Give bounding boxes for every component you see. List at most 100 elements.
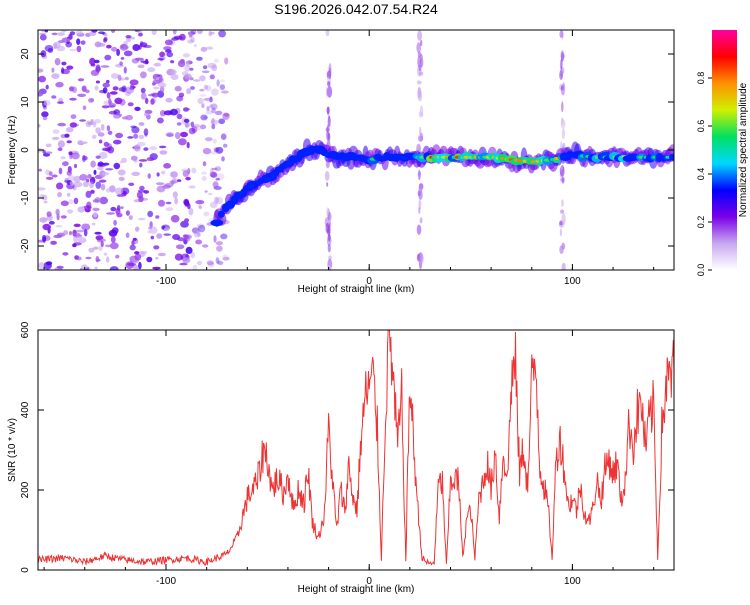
noise-blob bbox=[41, 111, 49, 118]
noise-blob bbox=[69, 122, 78, 128]
noise-blob bbox=[39, 217, 48, 223]
noise-blob bbox=[186, 88, 192, 95]
noise-blob bbox=[201, 103, 205, 108]
noise-blob bbox=[61, 37, 70, 43]
noise-blob bbox=[91, 134, 97, 139]
noise-blob bbox=[133, 144, 141, 152]
noise-blob bbox=[183, 198, 190, 206]
x-tick-label: -100 bbox=[156, 276, 176, 287]
noise-blob bbox=[90, 189, 95, 194]
noise-blob bbox=[221, 156, 225, 162]
noise-blob bbox=[123, 50, 133, 57]
noise-blob bbox=[92, 246, 99, 250]
noise-blob bbox=[119, 43, 129, 51]
noise-blob bbox=[70, 114, 77, 119]
noise-blob bbox=[139, 41, 144, 47]
noise-blob bbox=[138, 217, 146, 221]
noise-blob bbox=[185, 234, 191, 242]
noise-blob bbox=[176, 113, 183, 120]
spectrogram-y-label: Frequency (Hz) bbox=[7, 116, 18, 185]
noise-blob bbox=[68, 151, 73, 156]
noise-blob bbox=[102, 82, 110, 88]
noise-blob bbox=[73, 197, 79, 205]
ridge-segment bbox=[217, 210, 225, 218]
noise-blob bbox=[71, 152, 80, 160]
spectrogram-data bbox=[38, 30, 674, 270]
noise-blob bbox=[76, 229, 85, 233]
noise-blob bbox=[153, 62, 162, 67]
noise-blob bbox=[171, 37, 179, 41]
noise-blob bbox=[123, 66, 127, 74]
noise-blob bbox=[166, 133, 174, 137]
noise-blob bbox=[131, 171, 141, 176]
noise-blob bbox=[186, 141, 190, 149]
noise-blob bbox=[202, 147, 212, 155]
artifact-streak bbox=[420, 39, 423, 47]
artifact-streak bbox=[328, 233, 331, 242]
noise-blob bbox=[57, 122, 66, 127]
noise-blob bbox=[71, 86, 77, 93]
noise-blob bbox=[163, 163, 172, 169]
noise-blob bbox=[222, 112, 230, 120]
noise-blob bbox=[82, 105, 87, 111]
noise-blob bbox=[178, 138, 187, 146]
noise-blob bbox=[155, 256, 159, 260]
noise-blob bbox=[211, 117, 215, 125]
noise-blob bbox=[103, 38, 107, 43]
noise-blob bbox=[158, 82, 167, 88]
noise-blob bbox=[94, 59, 100, 64]
artifact-streak bbox=[417, 30, 423, 41]
noise-blob bbox=[66, 65, 74, 70]
noise-blob bbox=[134, 106, 141, 111]
noise-blob bbox=[113, 113, 121, 119]
noise-blob bbox=[220, 133, 227, 140]
noise-blob bbox=[172, 191, 178, 199]
noise-blob bbox=[192, 123, 200, 128]
noise-blob bbox=[44, 151, 53, 154]
noise-blob bbox=[215, 241, 224, 246]
noise-blob bbox=[117, 169, 126, 176]
noise-blob bbox=[157, 199, 166, 207]
noise-blob bbox=[210, 151, 218, 155]
artifact-streak bbox=[561, 242, 566, 250]
noise-blob bbox=[138, 32, 143, 37]
noise-blob bbox=[56, 182, 64, 190]
noise-blob bbox=[212, 138, 217, 144]
noise-blob bbox=[114, 97, 123, 105]
noise-blob bbox=[95, 127, 101, 134]
noise-blob bbox=[98, 245, 103, 251]
noise-blob bbox=[180, 220, 189, 228]
artifact-streak bbox=[326, 87, 329, 97]
noise-blob bbox=[164, 39, 173, 46]
noise-blob bbox=[94, 85, 99, 91]
y-tick-label: 0 bbox=[20, 147, 31, 153]
noise-blob bbox=[217, 260, 224, 266]
noise-blob bbox=[157, 117, 164, 124]
noise-blob bbox=[191, 167, 197, 174]
noise-blob bbox=[111, 227, 119, 234]
noise-blob bbox=[98, 139, 103, 144]
colorbar-gradient bbox=[712, 30, 737, 270]
noise-blob bbox=[124, 76, 129, 81]
noise-blob bbox=[57, 32, 65, 36]
noise-blob bbox=[57, 101, 64, 104]
noise-blob bbox=[76, 45, 82, 53]
noise-blob bbox=[95, 64, 101, 72]
noise-blob bbox=[170, 171, 178, 178]
noise-blob bbox=[77, 139, 84, 146]
noise-blob bbox=[215, 146, 224, 154]
noise-blob bbox=[41, 234, 47, 242]
noise-blob bbox=[46, 211, 52, 218]
noise-blob bbox=[64, 133, 70, 138]
noise-blob bbox=[206, 46, 214, 50]
noise-blob bbox=[103, 141, 110, 147]
snr-y-label: SNR (10 * v/v) bbox=[7, 418, 18, 482]
noise-blob bbox=[51, 32, 58, 36]
snr-y-axis: 0 200 400 600 bbox=[20, 321, 674, 573]
colorbar-tick-label: 0.8 bbox=[696, 72, 706, 85]
snr-x-label: Height of straight line (km) bbox=[298, 584, 415, 595]
noise-blob bbox=[91, 222, 96, 226]
artifact-streak bbox=[328, 114, 331, 123]
noise-blob bbox=[139, 185, 145, 191]
